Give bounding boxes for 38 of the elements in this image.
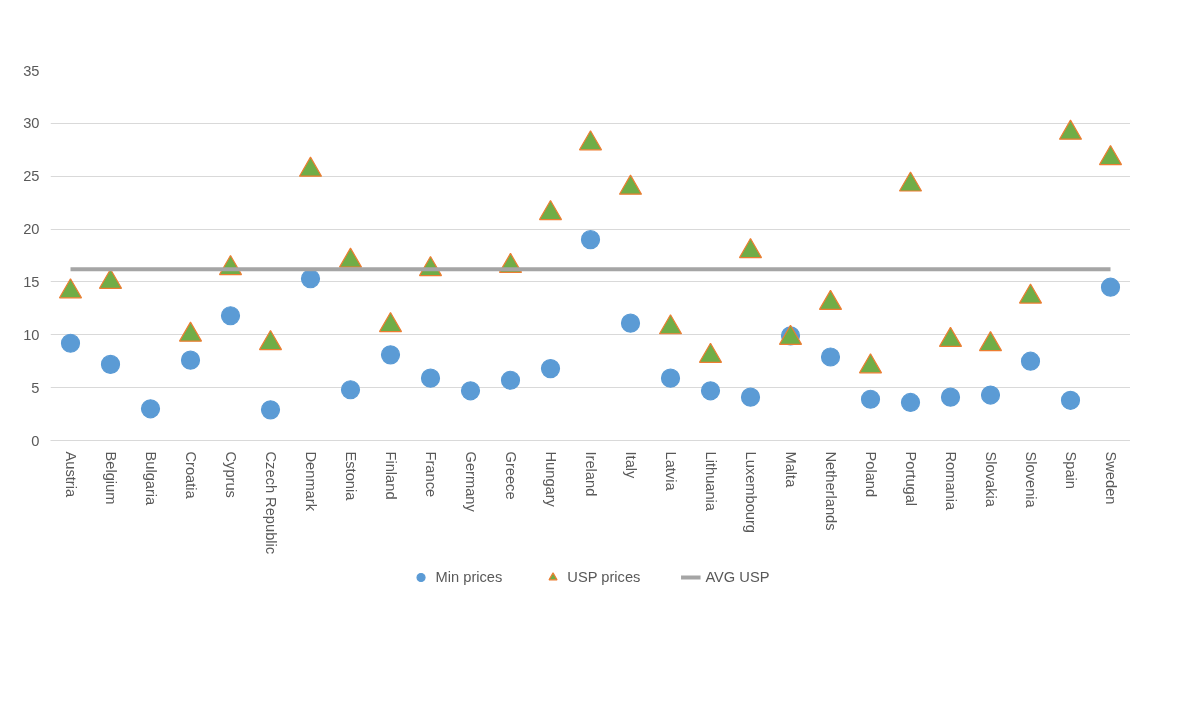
x-tick-label: Germany xyxy=(462,451,479,513)
x-tick-label: Luxembourg xyxy=(742,451,759,533)
y-tick-label: 30 xyxy=(23,115,40,132)
y-tick-label: 0 xyxy=(31,432,40,449)
legend-label: AVG USP xyxy=(705,569,770,585)
x-tick-label: Denmark xyxy=(302,451,319,512)
x-tick-label: Latvia xyxy=(662,451,679,492)
y-tick-label: 20 xyxy=(23,221,40,238)
x-tick-label: Slovenia xyxy=(1022,451,1039,509)
y-tick-label: 10 xyxy=(23,326,40,343)
x-tick-label: Sweden xyxy=(1102,451,1119,505)
x-tick-label: Austria xyxy=(62,451,79,498)
x-tick-label: France xyxy=(422,451,439,498)
x-tick-label: Czech Republic xyxy=(262,451,279,555)
x-tick-label: Lithuania xyxy=(702,451,719,512)
x-tick-label: Hungary xyxy=(542,451,559,508)
x-tick-label: Romania xyxy=(942,451,959,511)
x-tick-label: Greece xyxy=(502,451,519,500)
x-tick-label: Cyprus xyxy=(222,451,239,498)
x-tick-label: Netherlands xyxy=(822,451,839,531)
x-tick-label: Italy xyxy=(622,451,639,480)
x-tick-label: Belgium xyxy=(102,451,119,505)
x-tick-label: Croatia xyxy=(182,451,199,500)
x-tick-label: Bulgaria xyxy=(142,451,159,507)
x-tick-label: Spain xyxy=(1062,451,1079,489)
x-tick-label: Estonia xyxy=(342,451,359,502)
y-tick-label: 35 xyxy=(23,62,40,79)
x-tick-label: Finland xyxy=(382,451,399,500)
x-tick-label: Ireland xyxy=(582,451,599,497)
y-tick-label: 25 xyxy=(23,168,40,185)
y-tick-label: 5 xyxy=(31,379,40,396)
legend-label: Min prices xyxy=(435,569,503,585)
y-tick-label: 15 xyxy=(23,273,40,290)
x-tick-label: Slovakia xyxy=(982,451,999,508)
x-tick-label: Portugal xyxy=(902,451,919,507)
x-tick-label: Poland xyxy=(862,451,879,498)
x-tick-label: Malta xyxy=(782,451,799,489)
legend-label: USP prices xyxy=(567,569,641,585)
